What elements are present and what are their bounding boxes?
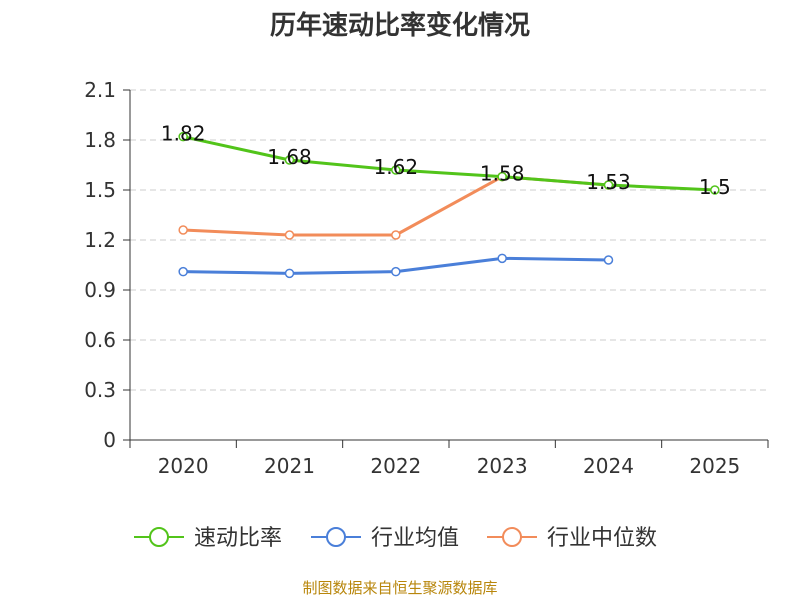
data-point: [284, 230, 295, 240]
data-point: [284, 268, 295, 279]
data-point: [391, 266, 401, 277]
y-tick-label: 1.5: [84, 178, 116, 202]
x-axis: 2020 2021 2022 2023 2024 2025: [129, 439, 769, 478]
legend-marker: [502, 527, 522, 547]
data-point: [603, 180, 614, 190]
series-1: [178, 253, 614, 279]
legend-label: 行业中位数: [547, 526, 657, 551]
gridlines: [130, 89, 768, 391]
legend-item: 行业中位数: [487, 526, 657, 551]
data-label: 1.68: [267, 145, 312, 169]
y-tick-label: 0.3: [84, 378, 116, 402]
data-point: [391, 230, 401, 240]
series-line: [182, 135, 715, 192]
data-point: [710, 185, 720, 195]
x-tick-label: 2024: [583, 454, 634, 478]
y-tick-label: 0.6: [84, 328, 116, 352]
x-tick-label: 2021: [264, 454, 315, 478]
y-tick-label: 2.1: [84, 78, 116, 102]
series-2: [178, 171, 614, 240]
x-tick-label: 2023: [477, 454, 528, 478]
legend-label: 行业均值: [371, 526, 459, 551]
series-lines: [178, 131, 720, 279]
legend-marker: [326, 527, 346, 547]
x-tick-label: 2025: [689, 454, 740, 478]
y-axis: 0 0.3 0.6 0.9 1.2 1.5 1.8 2.1: [84, 78, 131, 452]
x-tick-label: 2020: [158, 454, 209, 478]
data-label: 1.53: [586, 170, 631, 194]
y-tick-label: 1.2: [84, 228, 116, 252]
source-note: 制图数据来自恒生聚源数据库: [302, 579, 497, 597]
data-label: 1.82: [161, 122, 206, 146]
data-point: [178, 131, 188, 142]
data-labels: 1.82 1.68 1.62 1.58 1.53 1.5: [161, 122, 731, 199]
legend-item: 行业均值: [311, 526, 459, 551]
x-tick-label: 2022: [370, 454, 421, 478]
series-0: [178, 131, 720, 195]
data-label: 1.58: [480, 162, 525, 186]
data-label: 1.62: [374, 155, 419, 179]
legend: 速动比率 行业均值 行业中位数: [134, 526, 657, 551]
chart-title: 历年速动比率变化情况: [270, 10, 530, 41]
data-point: [284, 155, 295, 165]
data-point: [497, 253, 507, 264]
legend-marker: [149, 527, 169, 547]
y-tick-label: 1.8: [84, 128, 116, 152]
data-point: [178, 225, 188, 235]
data-point: [178, 266, 188, 277]
series-line: [183, 175, 609, 237]
y-tick-label: 0: [103, 428, 116, 452]
data-point: [603, 255, 614, 265]
data-point: [497, 171, 507, 182]
data-point: [391, 165, 401, 175]
y-tick-label: 0.9: [84, 278, 116, 302]
legend-item: 速动比率: [134, 526, 282, 551]
data-label: 1.5: [699, 175, 731, 199]
legend-label: 速动比率: [194, 526, 282, 551]
